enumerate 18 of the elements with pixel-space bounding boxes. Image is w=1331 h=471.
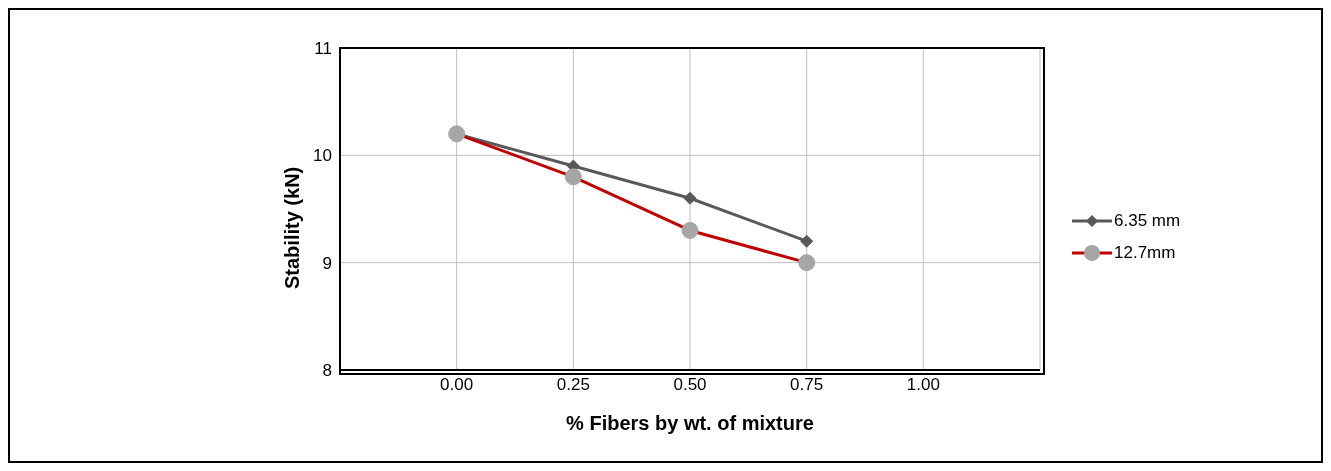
point bbox=[800, 234, 814, 248]
y-tick-label: 9 bbox=[322, 253, 332, 273]
legend-label: 12.7mm bbox=[1114, 243, 1176, 263]
y-tick-label: 11 bbox=[314, 39, 332, 59]
point bbox=[683, 191, 697, 205]
point bbox=[798, 254, 816, 272]
x-tick-label: 0.75 bbox=[790, 375, 824, 395]
x-tick-label: 0.25 bbox=[556, 375, 590, 395]
x-tick-label: 0.50 bbox=[673, 375, 707, 395]
x-tick-label: 0.00 bbox=[440, 375, 474, 395]
x-tick-label: 1.00 bbox=[906, 375, 940, 395]
point bbox=[681, 221, 699, 239]
y-tick-label: 8 bbox=[322, 361, 332, 381]
y-axis-title: Stability (kN) bbox=[281, 166, 304, 289]
y-tick-label: 10 bbox=[313, 146, 332, 166]
legend-label: 6.35 mm bbox=[1114, 211, 1181, 231]
x-axis-title: % Fibers by wt. of mixture bbox=[566, 412, 814, 434]
point bbox=[564, 168, 582, 186]
